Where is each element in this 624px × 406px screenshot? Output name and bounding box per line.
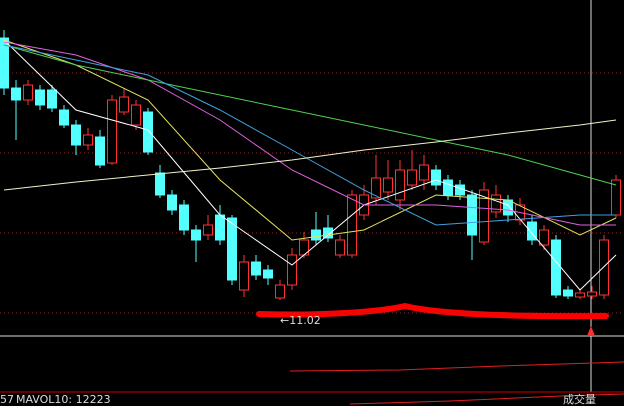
candle-body (431, 169, 441, 186)
candle-body (215, 214, 225, 241)
candle-body (119, 96, 129, 113)
candle-body (275, 284, 285, 299)
candle-body (131, 104, 141, 126)
candle-body (575, 292, 585, 298)
candle-body (71, 124, 81, 146)
volume-ma (349, 393, 624, 405)
candle-body (263, 269, 273, 279)
candle-body (83, 134, 93, 146)
candle-body (203, 224, 213, 236)
candle-body (551, 239, 561, 296)
candle-body (407, 169, 417, 186)
candle-body (563, 289, 573, 297)
candle-body (143, 111, 153, 153)
candle-body (179, 204, 189, 231)
candle-body (419, 164, 429, 181)
annotation-stroke (256, 302, 609, 320)
candle-body (611, 179, 621, 216)
candle-body (539, 229, 549, 246)
candle-body (443, 179, 453, 196)
candle-body (323, 227, 333, 239)
candle-body (23, 84, 33, 101)
crosshair-arrow (587, 326, 595, 336)
candle-body (107, 99, 117, 164)
candle-body (47, 89, 57, 109)
volume-legend-left: 57 (0, 393, 14, 406)
candle-body (335, 239, 345, 256)
candle-body (455, 184, 465, 196)
candle-body (155, 172, 165, 196)
candle-body (503, 199, 513, 216)
candle-body (347, 194, 357, 256)
candle-body (0, 37, 9, 89)
candle-body (527, 221, 537, 241)
volume-legend: MAVOL10: 12223 (16, 393, 111, 406)
volume-ma (289, 361, 624, 372)
candle-body (371, 177, 381, 199)
candle-body (599, 239, 609, 296)
candle-body (227, 217, 237, 281)
candle-body (395, 169, 405, 201)
candle-body (287, 254, 297, 286)
candle-body (383, 177, 393, 193)
ma-line (3, 44, 617, 186)
candle-body (587, 291, 597, 297)
ma-line (3, 44, 616, 226)
candle-body (239, 261, 249, 291)
candle-body (35, 89, 45, 106)
candle-body (167, 194, 177, 211)
candle-body (491, 194, 501, 213)
candle-body (11, 87, 21, 101)
candle-body (251, 261, 261, 276)
candle-body (311, 229, 321, 241)
candle-body (59, 109, 69, 126)
candle-body (191, 229, 201, 241)
ma-line (3, 119, 617, 191)
candle-body (479, 189, 489, 243)
candle-body (95, 136, 105, 166)
candle-body (467, 194, 477, 236)
volume-title: 成交量 (563, 392, 596, 406)
low-label: ←11.02 (280, 314, 321, 327)
